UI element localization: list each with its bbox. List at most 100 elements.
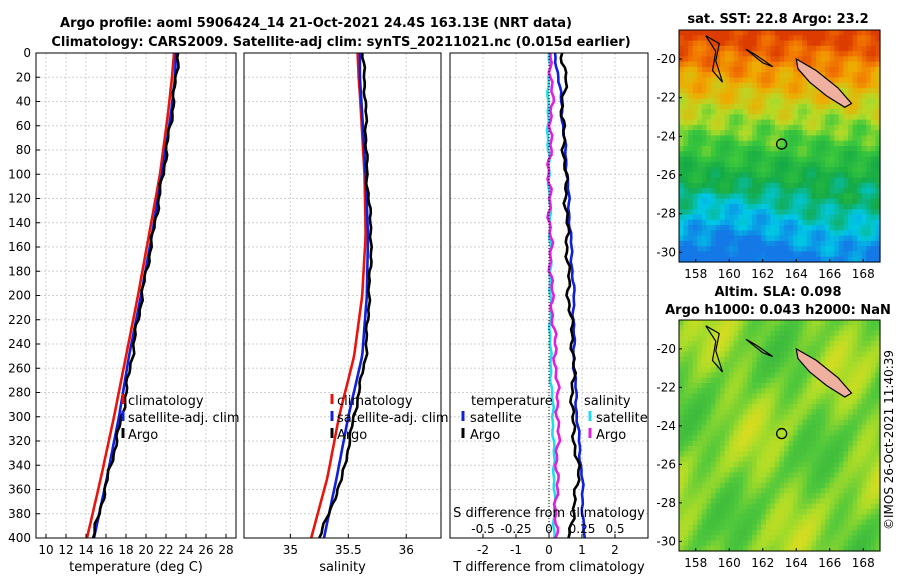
map-cell <box>747 88 753 94</box>
map-cell <box>793 398 799 405</box>
map-cell <box>683 45 689 52</box>
map-cell <box>724 530 730 536</box>
y-tick-label: -26 <box>656 457 676 471</box>
map-cell <box>848 435 854 442</box>
map-cell <box>834 140 840 147</box>
map-cell <box>779 393 785 400</box>
map-cell <box>834 351 840 358</box>
map-cell <box>761 419 767 426</box>
map-cell <box>774 545 781 552</box>
map-cell <box>701 404 708 410</box>
map-cell <box>706 461 712 468</box>
map-cell <box>733 440 739 447</box>
y-tick-label: 200 <box>8 289 31 303</box>
map-cell <box>733 119 739 126</box>
map-cell <box>829 446 835 452</box>
map-cell <box>870 409 877 416</box>
map-cell <box>866 362 872 368</box>
map-cell <box>706 519 712 526</box>
map-cell <box>720 35 726 42</box>
map-cell <box>834 240 840 247</box>
map-cell <box>692 467 698 473</box>
map-cell <box>875 214 881 221</box>
map-cell <box>701 109 708 115</box>
map-cell <box>747 435 753 442</box>
map-cell <box>752 393 758 400</box>
map-cell <box>820 135 826 142</box>
map-cell <box>870 146 877 152</box>
map-cell <box>692 219 698 226</box>
map-cell <box>829 246 835 253</box>
map-cell <box>820 109 826 115</box>
map-cell <box>838 446 845 452</box>
map-cell <box>875 362 881 368</box>
map-cell <box>806 35 813 42</box>
map-cell <box>811 451 817 458</box>
map-cell <box>820 161 826 168</box>
map-cell <box>870 414 877 421</box>
map-cell <box>784 467 790 473</box>
map-cell <box>738 146 744 152</box>
map-cell <box>774 430 781 437</box>
map-cell <box>715 440 721 447</box>
map-cell <box>852 214 858 221</box>
map-cell <box>870 514 877 521</box>
map-cell <box>683 467 689 473</box>
map-cell <box>802 77 808 84</box>
map-cell <box>852 77 858 84</box>
map-cell <box>779 45 785 52</box>
map-cell <box>697 172 703 179</box>
map-cell <box>765 161 771 168</box>
x-tick-label: 166 <box>818 267 841 281</box>
map-cell <box>848 30 854 36</box>
map-cell <box>870 325 877 332</box>
map-cell <box>724 535 730 542</box>
map-cell <box>797 435 803 442</box>
map-cell <box>870 119 877 126</box>
map-cell <box>802 425 808 431</box>
map-cell <box>724 540 730 547</box>
map-cell <box>747 503 753 510</box>
map-cell <box>829 61 835 68</box>
x-tick-label: 22 <box>158 543 173 557</box>
map-cell <box>857 446 863 452</box>
map-cell <box>715 61 721 68</box>
map-cell <box>765 146 771 152</box>
map-cell <box>756 61 762 68</box>
map-cell <box>697 488 703 494</box>
map-cell <box>829 467 835 473</box>
map-cell <box>797 414 803 421</box>
map-cell <box>793 362 799 368</box>
map-cell <box>797 204 803 210</box>
map-cell <box>747 156 753 163</box>
map-cell <box>742 398 749 405</box>
map-cell <box>866 35 872 42</box>
map-cell <box>733 425 739 431</box>
map-cell <box>806 235 813 242</box>
map-cell <box>788 45 794 52</box>
map-cell <box>834 461 840 468</box>
map-cell <box>779 204 785 210</box>
map-cell <box>761 82 767 89</box>
map-cell <box>802 93 808 100</box>
map-cell <box>720 103 726 110</box>
map-cell <box>784 130 790 137</box>
map-cell <box>770 193 776 200</box>
map-cell <box>729 498 735 505</box>
map-cell <box>774 509 781 515</box>
map-cell <box>875 103 881 110</box>
map-cell <box>706 219 712 226</box>
map-cell <box>870 209 877 216</box>
map-cell <box>720 204 726 210</box>
map-cell <box>825 535 831 542</box>
map-cell <box>834 467 840 473</box>
map-cell <box>875 88 881 94</box>
map-cell <box>784 88 790 94</box>
map-cell <box>838 409 845 416</box>
map-cell <box>852 82 858 89</box>
map-cell <box>861 414 867 421</box>
map-cell <box>742 461 749 468</box>
map-cell <box>710 151 717 158</box>
map-cell <box>875 124 881 131</box>
